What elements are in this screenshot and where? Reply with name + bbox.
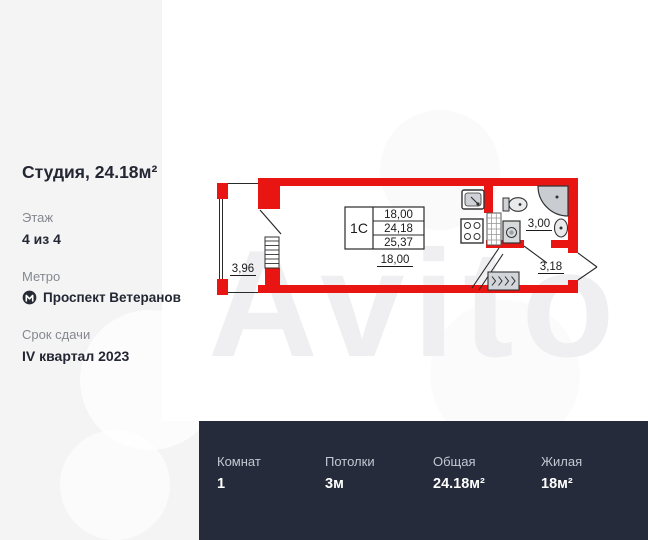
wall-balcony-stub-bottom: [217, 279, 228, 295]
vent-shaft: [486, 212, 502, 246]
rooms-label: Комнат: [217, 454, 261, 469]
floor-label: Этаж: [22, 210, 54, 225]
summary-rooms: Комнат 1: [217, 454, 325, 492]
wall-balcony-stub-top: [217, 183, 228, 199]
watermark-circle: [80, 310, 220, 450]
area-row-3: 25,37: [384, 237, 413, 249]
summary-ceiling: Потолки 3м: [325, 454, 433, 492]
wardrobe-icon: [487, 271, 520, 291]
listing-title: Студия, 24.18м²: [22, 162, 158, 182]
summary-bar: Комнат 1 Потолки 3м Общая 24.18м² Жилая …: [199, 421, 648, 540]
ceiling-value: 3м: [325, 476, 344, 492]
stove-icon: [460, 218, 484, 244]
rooms-value: 1: [217, 476, 226, 492]
floor-plan-svg: 1С 18,00 24,18 25,37 18,00 3,96 3,00 3,1…: [217, 178, 598, 295]
bathroom-door-leaf: [523, 245, 548, 264]
washing-machine-icon: [502, 220, 521, 244]
metro-label: Метро: [22, 269, 61, 284]
shower-icon: [537, 185, 569, 217]
area-row-1: 18,00: [384, 209, 413, 221]
bath-sink-icon: [553, 218, 569, 238]
entrance-door: [577, 252, 598, 281]
summary-total-area: Общая 24.18м²: [433, 454, 541, 492]
room-labels: 18,00 3,96 3,00 3,18: [230, 218, 564, 276]
listing-info-panel: Студия, 24.18м² Этаж 4 из 4 Метро Проспе…: [22, 162, 181, 386]
area-table: 1С 18,00 24,18 25,37: [344, 206, 425, 250]
window-hatch: [264, 236, 280, 269]
metro-station: Проспект Ветеранов: [43, 290, 181, 305]
walls: [258, 178, 578, 293]
summary-living-area: Жилая 18м²: [541, 454, 648, 492]
bathroom-area-label: 3,00: [528, 218, 550, 230]
living-area-value: 18м²: [541, 476, 573, 492]
ceiling-label: Потолки: [325, 454, 375, 469]
deadline-label: Срок сдачи: [22, 327, 91, 342]
hallway-area-label: 3,18: [540, 261, 562, 273]
metro-icon: [22, 290, 37, 305]
unit-code: 1С: [350, 220, 368, 236]
balcony-door-leaf: [259, 209, 282, 235]
floor-plan-image[interactable]: 1С 18,00 24,18 25,37 18,00 3,96 3,00 3,1…: [160, 120, 648, 340]
balcony-outline: [219, 183, 260, 295]
room-area-label: 18,00: [381, 254, 410, 266]
watermark-circle: [60, 430, 170, 540]
total-area-value: 24.18м²: [433, 476, 485, 492]
metro-row: Проспект Ветеранов: [22, 290, 181, 305]
total-area-label: Общая: [433, 454, 476, 469]
deadline-value: IV квартал 2023: [22, 348, 130, 364]
area-row-2: 24,18: [384, 223, 413, 235]
floor-value: 4 из 4: [22, 231, 61, 247]
balcony-area-label: 3,96: [232, 263, 254, 275]
toilet-icon: [502, 197, 528, 212]
living-area-label: Жилая: [541, 454, 583, 469]
kitchen-sink-icon: [461, 189, 485, 210]
